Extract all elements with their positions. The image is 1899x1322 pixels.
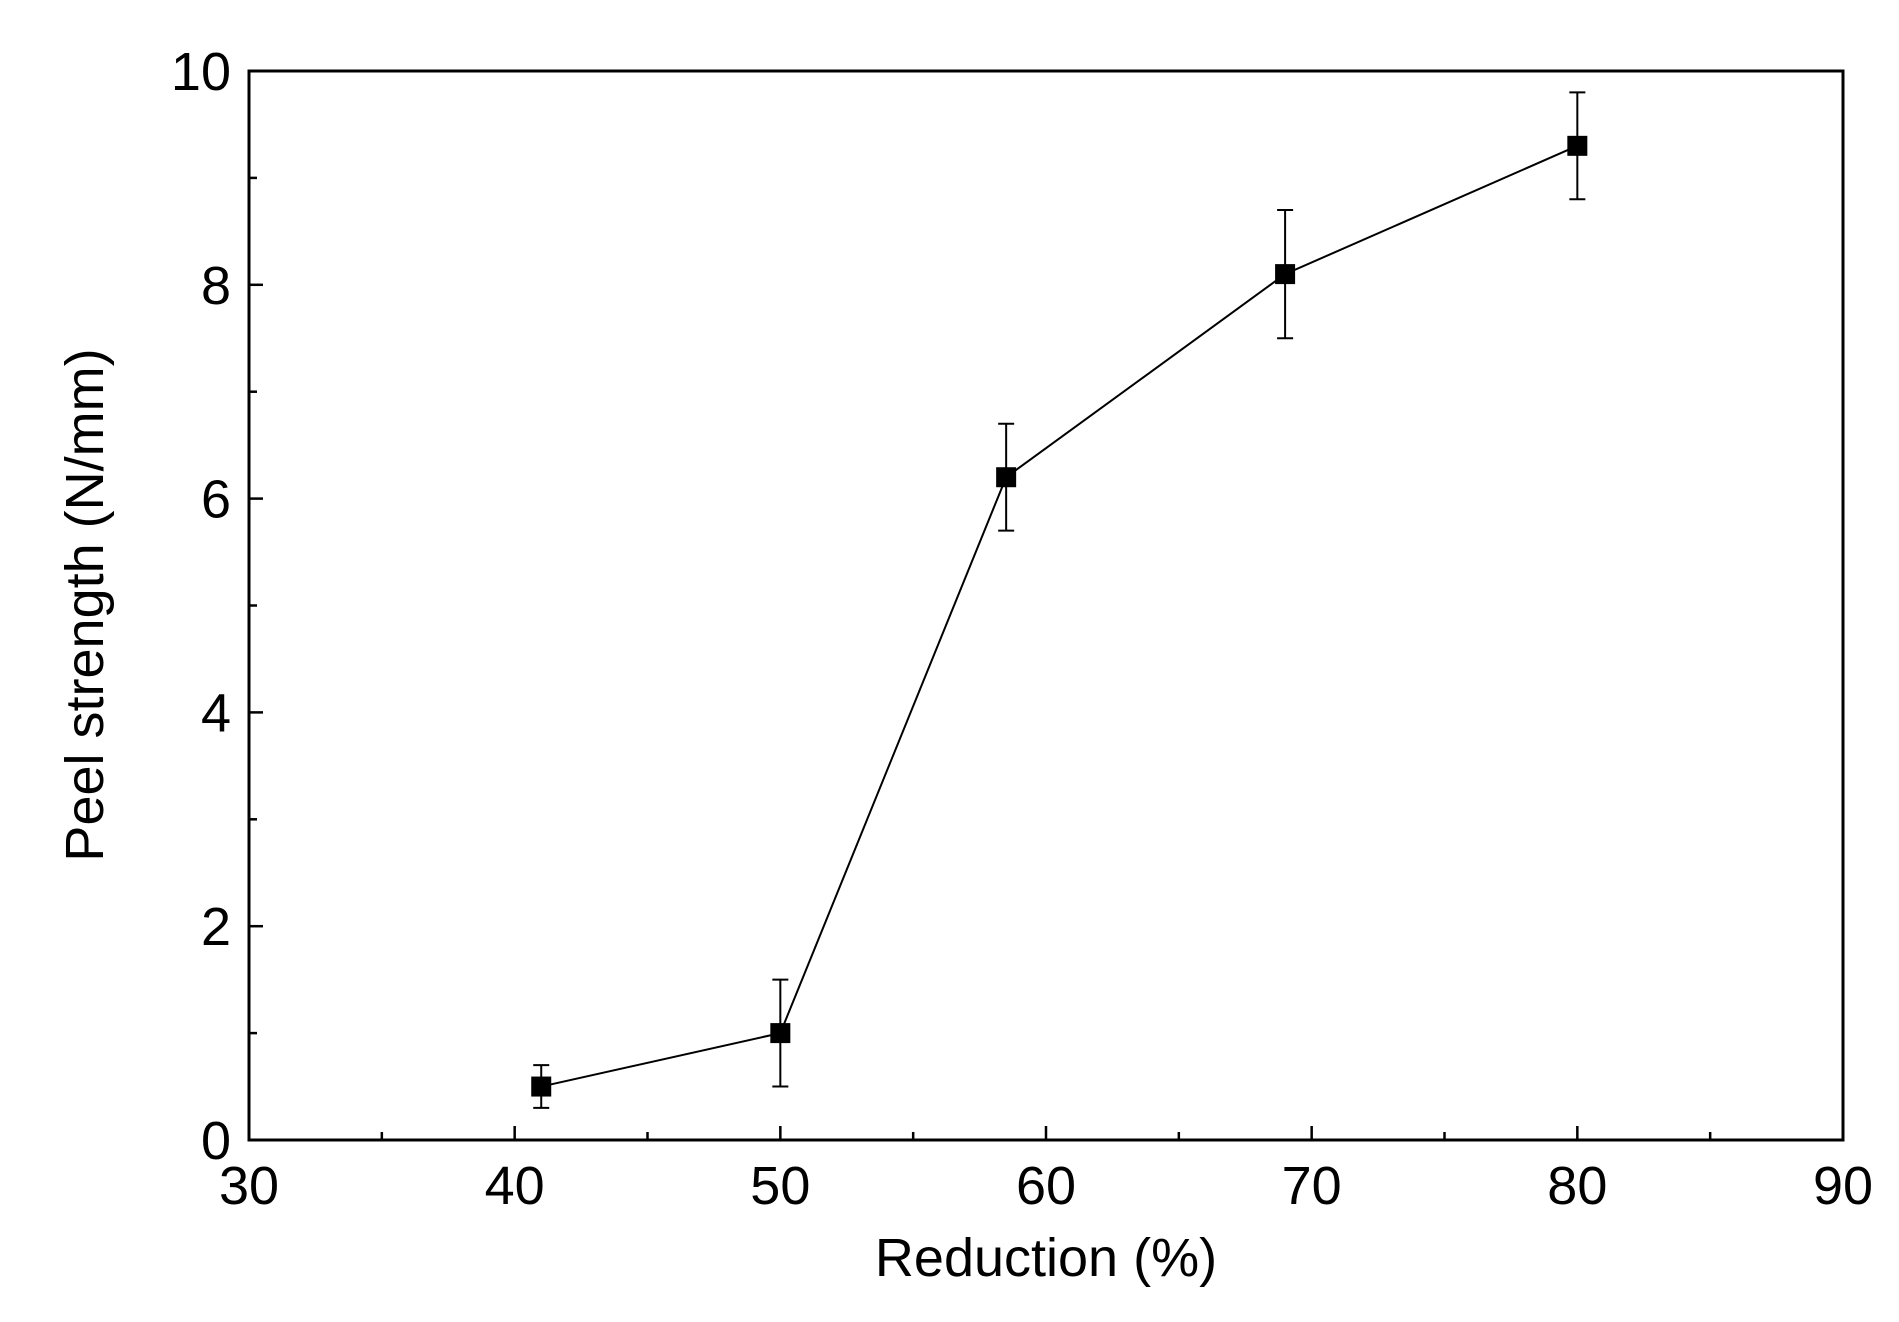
x-axis-title: Reduction (%)	[875, 1228, 1217, 1288]
data-point-marker	[1567, 135, 1588, 156]
data-series	[531, 91, 1588, 1109]
x-tick-label: 90	[1813, 1156, 1873, 1216]
x-tick-label: 60	[1016, 1156, 1076, 1216]
x-tick-label: 50	[750, 1156, 810, 1216]
y-axis-title: Peel strength (N/mm)	[55, 348, 115, 861]
x-tick-label: 30	[219, 1156, 279, 1216]
data-point-marker	[770, 1023, 791, 1044]
axis-ticks	[247, 69, 1845, 1142]
x-tick-label: 70	[1282, 1156, 1342, 1216]
y-tick-labels: 0 2 4 6 8 10	[171, 42, 231, 1171]
y-tick-label: 10	[171, 42, 231, 102]
x-tick-label: 40	[485, 1156, 545, 1216]
x-tick-labels: 30 40 50 60 70 80 90	[219, 1156, 1873, 1216]
y-tick-label: 0	[201, 1111, 231, 1171]
data-point-marker	[996, 467, 1017, 488]
data-point-marker	[531, 1076, 552, 1097]
y-tick-label: 4	[201, 683, 231, 743]
y-tick-label: 6	[201, 470, 231, 530]
data-point-marker	[1275, 264, 1296, 285]
y-tick-label: 2	[201, 897, 231, 957]
y-tick-label: 8	[201, 256, 231, 316]
plot-frame	[247, 69, 1845, 1142]
series-line	[541, 144, 1578, 1088]
x-tick-label: 80	[1547, 1156, 1607, 1216]
